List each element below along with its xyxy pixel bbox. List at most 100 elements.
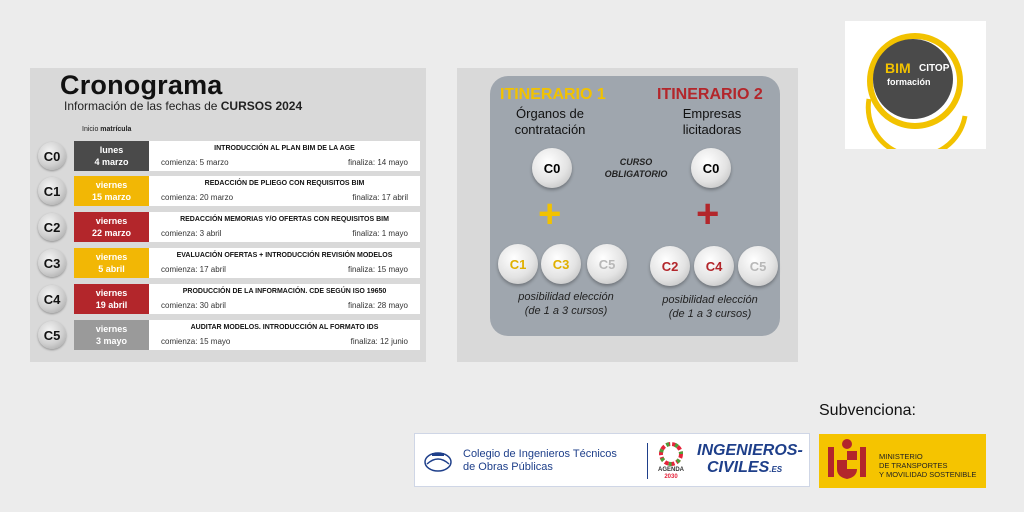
course-coin: C5: [738, 246, 778, 286]
ingenieros-line2: CIVILES: [707, 459, 770, 476]
course-end: finaliza: 17 abril: [352, 193, 408, 202]
schedule-row: C0 lunes 4 marzo INTRODUCCIÓN AL PLAN BIM D…: [38, 141, 420, 171]
ingenieros-civiles-logo: INGENIEROS- CIVILES.ES: [697, 442, 803, 478]
itinerario-2-subtitle-line1: Empresas: [682, 106, 742, 121]
course-title: AUDITAR MODELOS. INTRODUCCIÓN AL FORMATO…: [190, 324, 379, 331]
posibilidad-1-line2: (de 1 a 3 cursos): [524, 305, 608, 317]
ministerio-line2: DE TRANSPORTES: [879, 461, 948, 470]
posibilidad-eleccion-2: posibilidad elección (de 1 a 3 cursos): [640, 293, 780, 321]
enrollment-date-text: 19 abril: [95, 300, 128, 310]
schedule-row: C1 viernes 15 marzo REDACCIÓN DE PLIEGO CON…: [38, 176, 420, 206]
course-coin-label: C5: [749, 258, 767, 274]
subtitle-bold: CURSOS 2024: [220, 99, 303, 113]
course-info: EVALUACIÓN OFERTAS + INTRODUCCIÓN REVISI…: [149, 248, 420, 278]
inicio-bold: matrícula: [100, 126, 132, 133]
divider: [647, 443, 648, 479]
course-badge: C0: [38, 142, 66, 170]
itinerario-1-subtitle: Órganos de contratación: [500, 106, 600, 138]
cronograma-title: Cronograma: [60, 70, 223, 100]
colegio-emblem-icon: [424, 452, 452, 472]
bim-citop-logo: BIM CITOP formación: [845, 21, 986, 149]
posibilidad-2-line1: posibilidad elección: [662, 294, 758, 306]
course-coin-label: C2: [661, 258, 679, 274]
course-coin: C2: [650, 246, 690, 286]
itinerario-2-title: ITINERARIO 2: [657, 86, 763, 103]
spain-coat-of-arms-icon: [828, 439, 866, 479]
course-end: finaliza: 12 junio: [350, 337, 408, 346]
course-code: C3: [43, 255, 61, 271]
itinerarios-card: ITINERARIO 1 Órganos de contratación ITI…: [490, 76, 780, 336]
enrollment-day: viernes: [95, 180, 128, 190]
enrollment-date: viernes 19 abril: [74, 284, 149, 314]
schedule-row: C3 viernes 5 abril EVALUACIÓN OFERTAS + INT…: [38, 248, 420, 278]
enrollment-date: viernes 22 marzo: [74, 212, 149, 242]
course-coin: C4: [694, 246, 734, 286]
colegio-logos-box: Colegio de Ingenieros Técnicos de Obras …: [414, 433, 810, 487]
course-title: REDACCIÓN DE PLIEGO CON REQUISITOS BIM: [204, 180, 365, 187]
course-code: C2: [43, 219, 61, 235]
enrollment-date: viernes 5 abril: [74, 248, 149, 278]
bim-logo-bim: BIM: [885, 60, 911, 76]
itinerario-2-subtitle: Empresas licitadoras: [662, 106, 762, 138]
schedule-row: C5 viernes 3 mayo AUDITAR MODELOS. INTRODUC…: [38, 320, 420, 350]
course-coin: C3: [541, 244, 581, 284]
enrollment-date: lunes 4 marzo: [74, 141, 149, 171]
c0-coin-itinerario-2: C0: [691, 148, 731, 188]
agenda-2030-text: AGENDA 2030: [655, 467, 687, 481]
curso-obligatorio-label: CURSO OBLIGATORIO: [595, 156, 677, 180]
enrollment-day: viernes: [95, 324, 128, 334]
course-badge: C1: [38, 177, 66, 205]
ministerio-line1: MINISTERIO: [879, 452, 923, 461]
course-start: comienza: 30 abril: [161, 301, 226, 310]
course-info: AUDITAR MODELOS. INTRODUCCIÓN AL FORMATO…: [149, 320, 420, 350]
course-info: REDACCIÓN DE PLIEGO CON REQUISITOS BIM co…: [149, 176, 420, 206]
colegio-line2: de Obras Públicas: [463, 461, 553, 473]
course-code: C5: [43, 327, 61, 343]
ministerio-text: MINISTERIO DE TRANSPORTES Y MOVILIDAD SO…: [879, 452, 976, 479]
course-end: finaliza: 15 mayo: [347, 265, 408, 274]
agenda-line2: 2030: [664, 474, 678, 480]
itinerario-1-subtitle-line1: Órganos de: [516, 106, 584, 121]
ministerio-logo-box: MINISTERIO DE TRANSPORTES Y MOVILIDAD SO…: [819, 434, 986, 488]
course-badge: C4: [38, 285, 66, 313]
course-start: comienza: 20 marzo: [161, 193, 234, 202]
curso-obligatorio-line2: OBLIGATORIO: [604, 169, 668, 179]
subtitle-prefix: Información de las fechas de: [64, 99, 221, 113]
colegio-line1: Colegio de Ingenieros Técnicos: [463, 448, 617, 460]
inicio-matricula-label: Inicio matrícula: [82, 126, 131, 133]
course-info: REDACCIÓN MEMORIAS Y/O OFERTAS CON REQUI…: [149, 212, 420, 242]
posibilidad-eleccion-1: posibilidad elección (de 1 a 3 cursos): [496, 290, 636, 318]
course-start: comienza: 3 abril: [161, 229, 222, 238]
course-coin-label: C4: [705, 258, 723, 274]
cronograma-panel: Cronograma Información de las fechas de …: [30, 68, 426, 362]
agenda-2030-wheel-icon: [659, 442, 683, 466]
itinerario-1-title: ITINERARIO 1: [500, 86, 606, 103]
posibilidad-1-line1: posibilidad elección: [518, 291, 614, 303]
course-coin-label: C1: [509, 256, 527, 272]
schedule-row: C2 viernes 22 marzo REDACCIÓN MEMORIAS Y/O …: [38, 212, 420, 242]
bim-logo-formacion: formación: [887, 77, 931, 87]
course-title: PRODUCCIÓN DE LA INFORMACIÓN. CDE SEGÚN …: [182, 288, 387, 295]
enrollment-date: viernes 3 mayo: [74, 320, 149, 350]
course-start: comienza: 5 marzo: [161, 158, 229, 167]
c0-label-2: C0: [702, 160, 720, 176]
course-coin: C1: [498, 244, 538, 284]
course-code: C1: [43, 183, 61, 199]
course-info: INTRODUCCIÓN AL PLAN BIM DE LA AGE comien…: [149, 141, 420, 171]
course-title: EVALUACIÓN OFERTAS + INTRODUCCIÓN REVISI…: [176, 252, 393, 259]
course-info: PRODUCCIÓN DE LA INFORMACIÓN. CDE SEGÚN …: [149, 284, 420, 314]
c0-coin-itinerario-1: C0: [532, 148, 572, 188]
ingenieros-suffix: .ES: [769, 465, 783, 474]
enrollment-date-text: 3 mayo: [95, 336, 128, 346]
itinerario-1-subtitle-line2: contratación: [514, 122, 586, 137]
enrollment-date-text: 5 abril: [98, 264, 125, 274]
plus-icon-itinerario-2: +: [696, 192, 720, 236]
cronograma-subtitle: Información de las fechas de CURSOS 2024: [64, 99, 302, 113]
inicio-prefix: Inicio: [82, 126, 101, 133]
ingenieros-line1: INGENIEROS-: [697, 442, 803, 459]
course-title: REDACCIÓN MEMORIAS Y/O OFERTAS CON REQUI…: [180, 216, 389, 223]
c0-label-1: C0: [543, 160, 561, 176]
course-badge: C5: [38, 321, 66, 349]
course-badge: C3: [38, 249, 66, 277]
course-end: finaliza: 28 mayo: [347, 301, 408, 310]
